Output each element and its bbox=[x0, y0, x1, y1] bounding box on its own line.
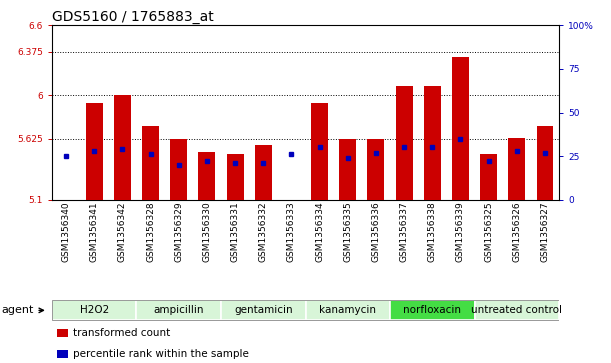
Text: kanamycin: kanamycin bbox=[320, 305, 376, 315]
Text: GSM1356326: GSM1356326 bbox=[512, 202, 521, 262]
Text: GSM1356337: GSM1356337 bbox=[400, 202, 409, 262]
Text: GSM1356341: GSM1356341 bbox=[90, 202, 99, 262]
Bar bbox=[367, 139, 384, 200]
Bar bbox=[57, 350, 68, 358]
Bar bbox=[311, 103, 328, 200]
Bar bbox=[86, 103, 103, 200]
Text: agent: agent bbox=[1, 305, 43, 315]
Text: GSM1356325: GSM1356325 bbox=[484, 202, 493, 262]
Bar bbox=[199, 152, 215, 200]
Text: GSM1356336: GSM1356336 bbox=[371, 202, 381, 262]
Text: GSM1356339: GSM1356339 bbox=[456, 202, 465, 262]
Text: GSM1356331: GSM1356331 bbox=[230, 202, 240, 262]
Text: GSM1356334: GSM1356334 bbox=[315, 202, 324, 262]
Bar bbox=[52, 300, 136, 321]
Bar bbox=[136, 300, 221, 321]
Text: norfloxacin: norfloxacin bbox=[403, 305, 461, 315]
Text: GSM1356333: GSM1356333 bbox=[287, 202, 296, 262]
Text: untreated control: untreated control bbox=[471, 305, 562, 315]
Text: GDS5160 / 1765883_at: GDS5160 / 1765883_at bbox=[52, 11, 214, 24]
Text: transformed count: transformed count bbox=[73, 328, 170, 338]
Text: GSM1356340: GSM1356340 bbox=[62, 202, 70, 262]
Bar bbox=[57, 329, 68, 337]
Bar bbox=[142, 126, 159, 200]
Text: H2O2: H2O2 bbox=[79, 305, 109, 315]
Bar bbox=[170, 139, 187, 200]
Bar bbox=[475, 300, 559, 321]
Text: percentile rank within the sample: percentile rank within the sample bbox=[73, 349, 249, 359]
Text: GSM1356332: GSM1356332 bbox=[258, 202, 268, 262]
Text: GSM1356335: GSM1356335 bbox=[343, 202, 353, 262]
Text: GSM1356329: GSM1356329 bbox=[174, 202, 183, 262]
Text: GSM1356338: GSM1356338 bbox=[428, 202, 437, 262]
Bar bbox=[114, 95, 131, 200]
Text: GSM1356342: GSM1356342 bbox=[118, 202, 127, 262]
Text: ampicillin: ampicillin bbox=[153, 305, 204, 315]
Bar bbox=[508, 138, 525, 200]
Bar bbox=[306, 300, 390, 321]
Bar bbox=[452, 57, 469, 200]
Text: gentamicin: gentamicin bbox=[234, 305, 293, 315]
Bar bbox=[536, 126, 554, 200]
Bar bbox=[424, 86, 441, 200]
Bar bbox=[221, 300, 306, 321]
Text: GSM1356330: GSM1356330 bbox=[202, 202, 211, 262]
Bar bbox=[396, 86, 412, 200]
Text: GSM1356327: GSM1356327 bbox=[541, 202, 549, 262]
Bar bbox=[339, 139, 356, 200]
Bar bbox=[227, 154, 244, 200]
Bar bbox=[255, 145, 272, 200]
Bar bbox=[480, 154, 497, 200]
Text: GSM1356328: GSM1356328 bbox=[146, 202, 155, 262]
Bar bbox=[390, 300, 475, 321]
